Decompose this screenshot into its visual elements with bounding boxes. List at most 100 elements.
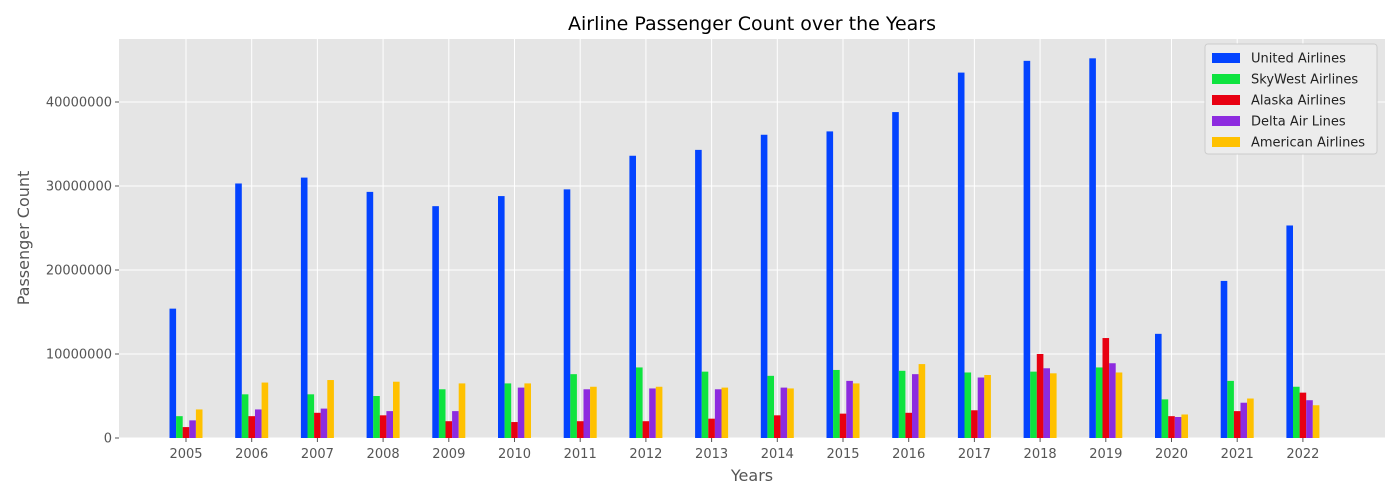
y-axis-label: Passenger Count [14,171,33,306]
x-tick-label: 2008 [367,447,400,462]
x-tick-label: 2019 [1089,447,1122,462]
bar [714,389,722,438]
plot-area-background [119,39,1385,438]
bar [386,411,393,438]
bar [255,409,262,438]
x-tick-label: 2021 [1221,447,1254,462]
bar [235,183,242,438]
bar [1050,373,1057,438]
legend-box [1204,43,1378,155]
bar [642,421,650,438]
bar [971,410,978,438]
bar [563,189,571,438]
x-tick-label: 2006 [235,447,268,462]
legend-swatch [1212,95,1240,105]
bar [636,367,643,438]
bar [307,394,315,438]
bar [248,416,255,438]
legend-label: United Airlines [1251,52,1346,67]
bar [1299,392,1307,438]
bar [517,387,525,438]
bar [701,371,709,438]
x-tick-label: 2009 [432,447,465,462]
bar [504,383,512,438]
bar [649,388,656,438]
legend-swatch [1212,53,1240,63]
x-tick-labels: 2005 2006 2007 2008 2009 2010 2011 2012 2013 2014… [169,438,1319,462]
bar [774,415,781,438]
x-tick-label: 2020 [1155,447,1188,462]
x-tick-label: 2005 [169,447,202,462]
bar [833,369,840,438]
bar [176,416,183,438]
legend-label: SkyWest Airlines [1251,73,1358,88]
bar [590,386,597,438]
y-tick-labels: 0 10000000 20000000 30000000 40000000 [46,96,119,447]
bar [984,375,991,438]
bar [892,112,899,438]
bar [1102,338,1110,438]
chart-title: Airline Passenger Count over the Years [568,13,936,35]
bar [1174,417,1182,438]
bar [1293,386,1300,438]
bar [787,388,794,438]
bar [576,421,584,438]
bar [511,422,518,438]
bar [261,382,269,438]
bar [445,421,453,438]
bar [695,149,702,438]
y-tick-label: 0 [104,432,112,447]
x-tick-label: 2011 [564,447,597,462]
bar [300,177,308,438]
bar [1168,416,1175,438]
bar [839,413,847,438]
x-tick-label: 2015 [826,447,859,462]
x-axis-label: Years [730,466,773,485]
bar [570,374,577,438]
bar [320,408,328,438]
bar [708,418,715,438]
bar [393,381,400,438]
x-tick-label: 2016 [892,447,925,462]
y-tick-label: 40000000 [46,96,112,111]
bar [1155,333,1162,438]
legend-swatch [1212,116,1240,126]
x-tick-label: 2012 [629,447,662,462]
legend-label: Alaska Airlines [1251,94,1346,109]
legend-label: American Airlines [1251,136,1365,151]
bar [1247,398,1254,438]
legend-swatch [1212,137,1240,147]
bar [846,380,853,438]
bar [524,383,531,438]
x-tick-label: 2014 [761,447,794,462]
x-tick-label: 2013 [695,447,728,462]
bar [169,308,177,438]
bar [366,191,374,438]
x-tick-label: 2010 [498,447,531,462]
bar [1240,402,1248,438]
bar [1023,60,1031,439]
bar [438,389,446,438]
bar [432,206,439,438]
bars [169,58,1320,439]
bar [379,415,387,438]
bar [957,72,965,438]
y-tick-label: 30000000 [46,180,112,195]
bar [1109,363,1116,438]
bar [780,387,788,438]
bar [1220,280,1228,438]
bar [327,380,334,438]
bar [655,386,663,438]
bar [1030,371,1037,438]
bar [905,412,912,438]
bar [1227,380,1234,438]
bar [195,409,203,438]
bar [1036,354,1044,438]
bar [314,412,321,438]
bar [898,370,906,438]
x-tick-label: 2022 [1286,447,1319,462]
bar [373,396,380,438]
bar [189,420,196,438]
y-tick-label: 20000000 [46,264,112,279]
